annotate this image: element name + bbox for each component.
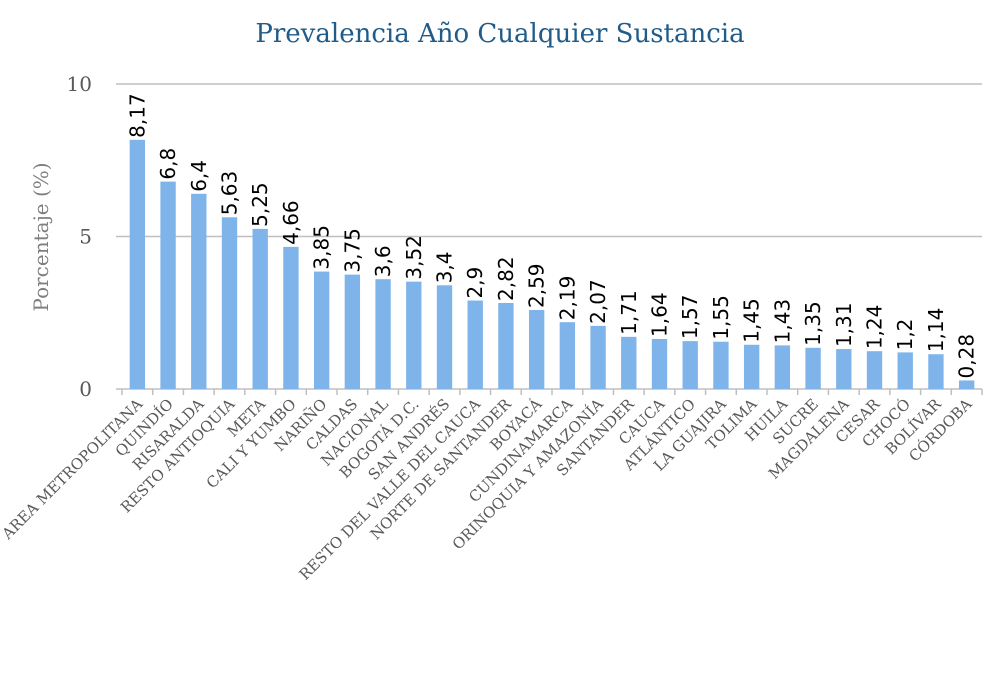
y-tick-label: 10 <box>67 72 92 96</box>
bar <box>406 281 422 389</box>
bar <box>436 285 453 389</box>
bar <box>836 349 852 389</box>
bar <box>897 352 913 389</box>
bar <box>621 336 637 389</box>
bar <box>344 274 361 389</box>
bar <box>498 302 514 389</box>
gridlines <box>116 83 983 395</box>
chart-title: Prevalencia Año Cualquier Sustancia <box>255 19 744 49</box>
y-tick-label: 5 <box>79 225 92 249</box>
data-label: 2,07 <box>586 279 610 324</box>
data-label: 2,19 <box>555 276 579 321</box>
data-label: 2,59 <box>525 263 549 308</box>
bar <box>160 181 176 389</box>
bar <box>313 271 330 389</box>
bar <box>590 325 606 389</box>
bar <box>283 246 299 389</box>
data-label: 6,4 <box>187 160 211 192</box>
bar <box>651 338 668 389</box>
x-axis-ticks: AREA METROPOLITANAQUINDÍORISARALDARESTO … <box>0 395 976 584</box>
data-label: 1,64 <box>648 292 672 337</box>
data-label: 1,71 <box>617 290 641 335</box>
data-label: 1,55 <box>709 295 733 340</box>
y-axis-label: Porcentaje (%) <box>29 162 53 311</box>
x-tick-label: AREA METROPOLITANA <box>0 395 146 543</box>
data-label: 1,57 <box>678 295 702 340</box>
bar <box>375 279 391 389</box>
bar <box>467 300 483 389</box>
data-label: 1,31 <box>832 303 856 348</box>
bar <box>559 322 576 389</box>
data-labels: 8,17 6,8 6,4 5,63 5,25 4,66 3,85 3,75 3,6 3,52 3,4… <box>125 93 978 378</box>
data-label: 4,66 <box>279 200 303 245</box>
bar <box>191 193 207 389</box>
data-label: 5,63 <box>218 171 242 216</box>
data-label: 1,2 <box>893 319 917 351</box>
bar <box>129 139 146 389</box>
bar <box>774 345 791 389</box>
data-label: 6,8 <box>156 148 180 180</box>
bars <box>129 139 975 389</box>
data-label: 1,14 <box>924 308 948 353</box>
data-label: 3,6 <box>371 245 395 277</box>
data-label: 1,24 <box>863 305 887 350</box>
data-label: 3,4 <box>433 251 457 283</box>
bar <box>528 310 545 389</box>
bar <box>682 341 698 389</box>
bar <box>866 351 883 389</box>
bar <box>252 228 268 389</box>
data-label: 0,28 <box>955 334 979 379</box>
y-tick-label: 0 <box>79 377 92 401</box>
data-label: 3,85 <box>310 225 334 270</box>
data-label: 1,45 <box>740 298 764 343</box>
bar <box>928 354 944 389</box>
bar <box>221 217 238 389</box>
y-axis-ticks: 0 5 10 <box>67 72 92 401</box>
data-label: 1,43 <box>770 299 794 344</box>
data-label: 1,35 <box>801 301 825 346</box>
data-label: 5,25 <box>248 182 272 227</box>
bar <box>743 344 760 389</box>
data-label: 2,82 <box>494 256 518 301</box>
data-label: 3,75 <box>340 228 364 273</box>
bar <box>713 341 729 389</box>
data-label: 3,52 <box>402 235 426 280</box>
bar <box>958 380 975 389</box>
bar <box>805 347 821 389</box>
data-label: 2,9 <box>463 267 487 299</box>
data-label: 8,17 <box>125 93 149 138</box>
